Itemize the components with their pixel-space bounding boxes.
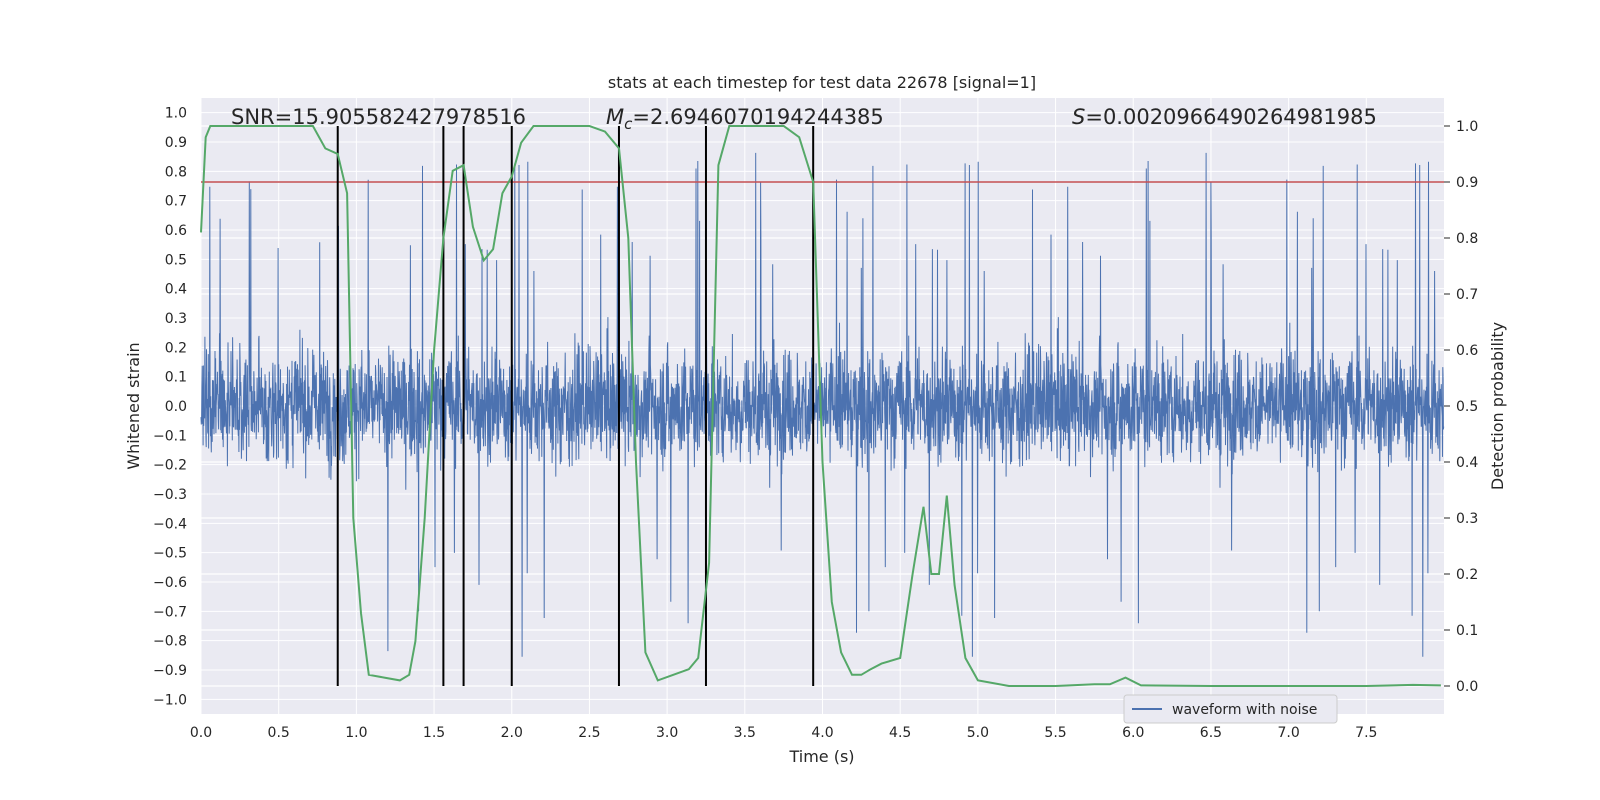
y-tick-label: −0.4	[153, 516, 187, 532]
y2-tick-label: 0.2	[1456, 567, 1478, 583]
y-tick-label: 0.4	[165, 282, 187, 298]
y-tick-label: 0.0	[165, 399, 187, 415]
x-tick-label: 6.0	[1122, 725, 1144, 741]
y2-tick-label: 0.6	[1456, 343, 1478, 359]
y2-axis-ticks: 0.0 0.1 0.2 0.3 0.4 0.5 0.6 0.7 0.8 0.9 1.0	[1444, 119, 1478, 695]
probability-series	[200, 125, 1441, 687]
y-tick-label: 0.5	[165, 252, 187, 268]
snr-annotation: SNR=15.905582427978516	[231, 105, 526, 129]
chirp-mass-subscript: c	[624, 115, 633, 133]
x-axis-label: Time (s)	[788, 747, 854, 766]
y2-tick-label: 0.7	[1456, 287, 1478, 303]
y-tick-label: −1.0	[153, 692, 187, 708]
y-tick-label: 0.1	[165, 370, 187, 386]
vertical-marker-lines	[336, 126, 815, 686]
y-tick-label: 0.6	[165, 223, 187, 239]
x-tick-label: 7.5	[1355, 725, 1377, 741]
x-tick-label: 2.5	[578, 725, 600, 741]
x-tick-label: 4.0	[811, 725, 833, 741]
legend: waveform with noise	[1123, 694, 1338, 724]
chart-title: stats at each timestep for test data 226…	[608, 73, 1036, 92]
x-tick-label: 0.5	[268, 725, 290, 741]
y-tick-label: −0.9	[153, 663, 187, 679]
y2-tick-label: 0.1	[1456, 623, 1478, 639]
y2-tick-label: 0.0	[1456, 679, 1478, 695]
probability-line	[200, 125, 1441, 687]
y-tick-label: −0.5	[153, 546, 187, 562]
x-tick-label: 6.5	[1200, 725, 1222, 741]
y2-tick-label: 0.4	[1456, 455, 1478, 471]
y-tick-label: 0.8	[165, 164, 187, 180]
x-tick-label: 4.5	[889, 725, 911, 741]
waveform-series	[200, 152, 1445, 657]
y2-tick-label: 0.8	[1456, 231, 1478, 247]
y-tick-label: −0.8	[153, 634, 187, 650]
snr-s-annotation: S=0.0020966490264981985	[1072, 105, 1377, 129]
x-tick-label: 2.0	[501, 725, 523, 741]
y-tick-label: −0.6	[153, 575, 187, 591]
y-tick-label: −0.3	[153, 487, 187, 503]
s-symbol: S	[1072, 105, 1085, 129]
y-tick-label: −0.1	[153, 428, 187, 444]
y-tick-label: 0.7	[165, 194, 187, 210]
y2-axis-label: Detection probability	[1488, 322, 1507, 490]
y-tick-label: −0.2	[153, 458, 187, 474]
x-tick-label: 1.5	[423, 725, 445, 741]
chirp-mass-annotation: Mc=2.6946070194244385	[606, 105, 884, 133]
y-tick-label: 1.0	[165, 106, 187, 122]
y-tick-label: 0.9	[165, 135, 187, 151]
y-axis-ticks: −1.0 −0.9 −0.8 −0.7 −0.6 −0.5 −0.4 −0.3 −0.2 −0.1…	[153, 106, 187, 709]
x-tick-label: 5.0	[967, 725, 989, 741]
y2-tick-label: 0.9	[1456, 175, 1478, 191]
chirp-mass-symbol: M	[606, 105, 624, 129]
y-tick-label: −0.7	[153, 604, 187, 620]
chirp-mass-value: =2.6946070194244385	[632, 105, 883, 129]
y-axis-label: Whitened strain	[124, 342, 143, 469]
x-tick-label: 7.0	[1277, 725, 1299, 741]
x-tick-label: 1.0	[345, 725, 367, 741]
y2-tick-label: 1.0	[1456, 119, 1478, 135]
x-axis-ticks: 0.0 0.5 1.0 1.5 2.0 2.5 3.0 3.5 4.0 4.5 5.0 5.5 6.0 6…	[190, 725, 1378, 741]
legend-box	[1123, 694, 1338, 724]
y2-tick-label: 0.5	[1456, 399, 1478, 415]
waveform-line	[200, 152, 1445, 657]
y-tick-label: 0.3	[165, 311, 187, 327]
legend-label: waveform with noise	[1172, 702, 1317, 718]
y2-tick-label: 0.3	[1456, 511, 1478, 527]
plot-area-group	[200, 98, 1445, 714]
x-tick-label: 3.5	[734, 725, 756, 741]
x-tick-label: 0.0	[190, 725, 212, 741]
x-tick-label: 3.0	[656, 725, 678, 741]
s-value: =0.0020966490264981985	[1085, 105, 1377, 129]
y-tick-label: 0.2	[165, 340, 187, 356]
x-tick-label: 5.5	[1044, 725, 1066, 741]
